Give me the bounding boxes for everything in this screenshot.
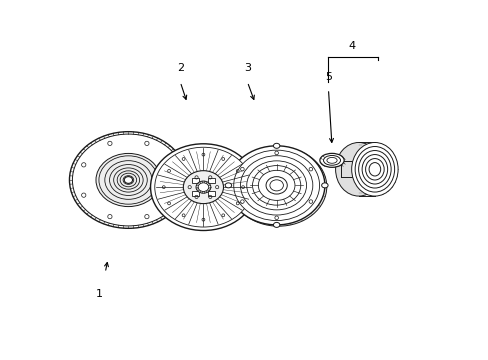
FancyBboxPatch shape <box>191 192 198 197</box>
Ellipse shape <box>335 143 381 196</box>
Ellipse shape <box>323 156 340 165</box>
Ellipse shape <box>321 183 327 188</box>
Ellipse shape <box>362 154 387 184</box>
Ellipse shape <box>230 147 326 226</box>
Ellipse shape <box>269 180 283 191</box>
FancyBboxPatch shape <box>208 178 215 183</box>
Ellipse shape <box>326 157 336 163</box>
FancyBboxPatch shape <box>191 178 198 183</box>
Ellipse shape <box>96 153 161 207</box>
Ellipse shape <box>124 177 132 183</box>
Ellipse shape <box>319 153 344 167</box>
Text: 5: 5 <box>325 72 331 82</box>
Ellipse shape <box>225 183 231 188</box>
Ellipse shape <box>354 147 394 192</box>
Ellipse shape <box>365 158 384 180</box>
Text: 2: 2 <box>176 63 183 73</box>
Ellipse shape <box>351 143 397 196</box>
Text: 3: 3 <box>244 63 250 73</box>
Ellipse shape <box>273 143 279 148</box>
Text: 1: 1 <box>96 289 103 299</box>
Ellipse shape <box>273 222 279 228</box>
Ellipse shape <box>368 163 380 176</box>
Text: 4: 4 <box>347 41 354 51</box>
Ellipse shape <box>72 134 184 226</box>
FancyBboxPatch shape <box>208 192 215 197</box>
Ellipse shape <box>198 183 208 192</box>
Ellipse shape <box>228 146 324 225</box>
Ellipse shape <box>155 147 251 227</box>
Ellipse shape <box>265 177 286 194</box>
Ellipse shape <box>358 150 390 188</box>
Ellipse shape <box>196 181 210 193</box>
Ellipse shape <box>150 144 256 230</box>
Ellipse shape <box>183 171 223 204</box>
Ellipse shape <box>233 150 319 221</box>
Ellipse shape <box>69 132 187 228</box>
